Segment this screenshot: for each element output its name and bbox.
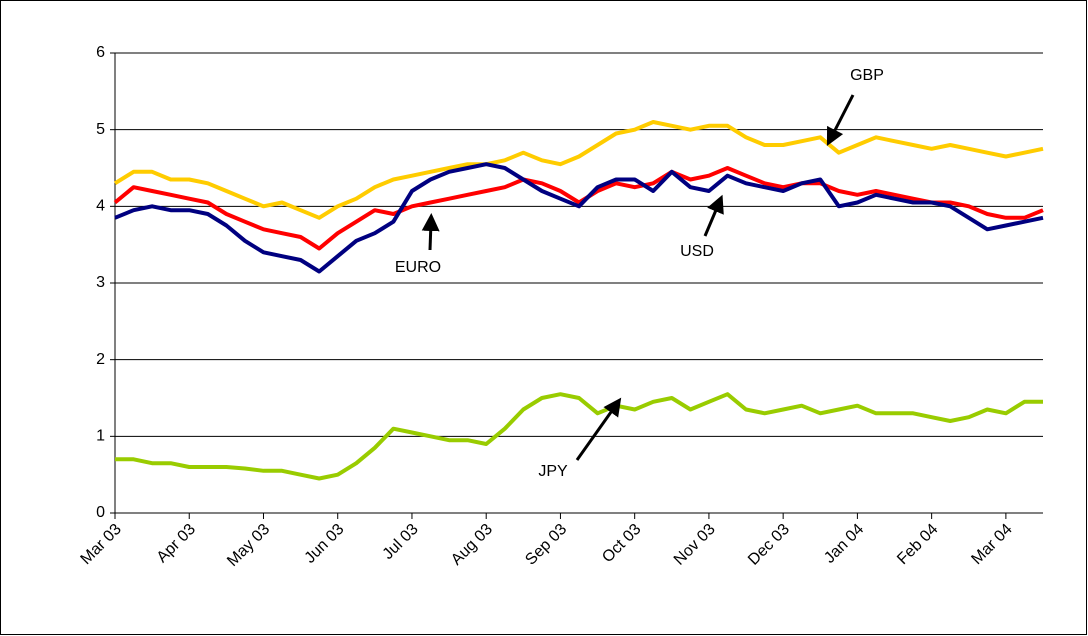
y-tick-label: 3 <box>96 274 105 291</box>
arrow <box>703 194 724 237</box>
annotations: GBP EURO USD JPY <box>395 67 884 480</box>
y-tick-label: 1 <box>96 428 105 445</box>
annotation-arrows <box>421 94 855 461</box>
series-line <box>114 162 1044 274</box>
y-tick-label: 0 <box>96 504 105 521</box>
y-tick-label: 6 <box>96 44 105 61</box>
annotation: JPY <box>538 463 568 480</box>
arrow <box>575 397 622 461</box>
annotation: EURO <box>395 259 441 276</box>
series-line <box>113 166 1044 251</box>
series-line <box>115 392 1043 481</box>
y-tick-label: 5 <box>96 121 105 138</box>
y-tick-label: 2 <box>96 351 105 368</box>
arrow <box>826 94 855 147</box>
annotation: GBP <box>850 67 884 84</box>
arrow <box>421 213 440 251</box>
annotation: USD <box>680 243 714 260</box>
series-line <box>113 120 1044 220</box>
y-tick-label: 4 <box>96 198 105 215</box>
